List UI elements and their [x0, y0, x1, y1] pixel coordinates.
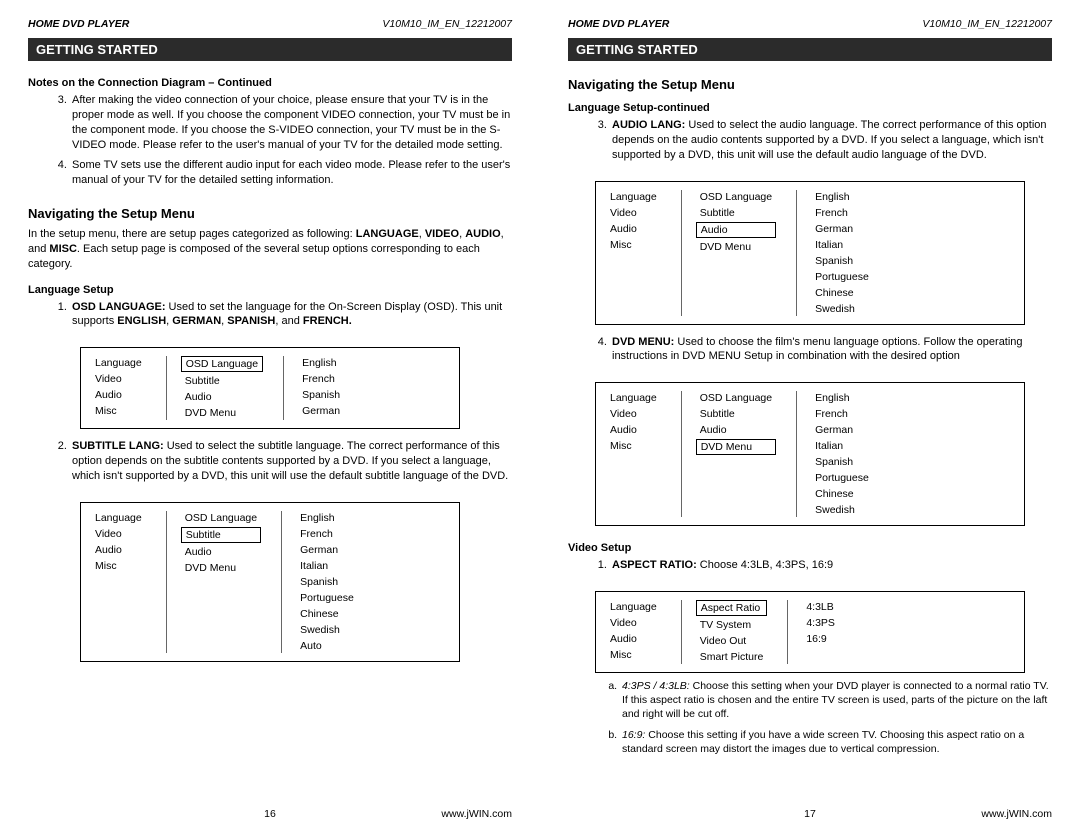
lang-cont-list: AUDIO LANG: Used to select the audio lan… — [610, 118, 1052, 169]
section-bar: GETTING STARTED — [568, 38, 1052, 61]
notes-heading: Notes on the Connection Diagram – Contin… — [28, 77, 512, 89]
header-left: HOME DVD PLAYER — [568, 18, 669, 30]
nav-para: In the setup menu, there are setup pages… — [28, 227, 512, 272]
header: HOME DVD PLAYER V10M10_IM_EN_12212007 — [28, 18, 512, 30]
footer-site: www.jWIN.com — [981, 808, 1052, 820]
diagram-dvdmenu: Language Video Audio Misc OSD Language S… — [595, 382, 1025, 526]
diagram-aspect: Language Video Audio Misc Aspect Ratio T… — [595, 591, 1025, 673]
header-left: HOME DVD PLAYER — [28, 18, 129, 30]
footer-site: www.jWIN.com — [441, 808, 512, 820]
subtitle-lang-item: SUBTITLE LANG: Used to select the subtit… — [70, 439, 512, 484]
aspect-169-note: 16:9: Choose this setting if you have a … — [620, 728, 1052, 756]
nav-heading: Navigating the Setup Menu — [28, 206, 512, 221]
lang-cont-list-2: DVD MENU: Used to choose the film's menu… — [610, 335, 1052, 371]
diagram-audio: Language Video Audio Misc OSD Language S… — [595, 181, 1025, 325]
note-3: After making the video connection of you… — [70, 93, 512, 152]
page-right: HOME DVD PLAYER V10M10_IM_EN_12212007 GE… — [540, 0, 1080, 834]
lang-setup-heading: Language Setup — [28, 284, 512, 296]
video-setup-heading: Video Setup — [568, 542, 1052, 554]
diag-col1: Language Video Audio Misc — [91, 356, 146, 420]
section-bar: GETTING STARTED — [28, 38, 512, 61]
dvd-menu-item: DVD MENU: Used to choose the film's menu… — [610, 335, 1052, 365]
nav-heading: Navigating the Setup Menu — [568, 77, 1052, 92]
video-setup-list: ASPECT RATIO: Choose 4:3LB, 4:3PS, 16:9 — [610, 558, 1052, 579]
lang-setup-list-2: SUBTITLE LANG: Used to select the subtit… — [70, 439, 512, 490]
lang-cont-heading: Language Setup-continued — [568, 102, 1052, 114]
header-right: V10M10_IM_EN_12212007 — [922, 18, 1052, 30]
footer: 17 www.jWIN.com — [568, 800, 1052, 820]
diagram-subtitle: Language Video Audio Misc OSD Language S… — [80, 502, 460, 662]
aspect-43-note: 4:3PS / 4:3LB: Choose this setting when … — [620, 679, 1052, 722]
header: HOME DVD PLAYER V10M10_IM_EN_12212007 — [568, 18, 1052, 30]
note-4: Some TV sets use the different audio inp… — [70, 158, 512, 188]
audio-lang-item: AUDIO LANG: Used to select the audio lan… — [610, 118, 1052, 163]
aspect-sublist: 4:3PS / 4:3LB: Choose this setting when … — [620, 679, 1052, 762]
osd-language-item: OSD LANGUAGE: Used to set the language f… — [70, 300, 512, 330]
diag-col2: OSD Language Subtitle Audio DVD Menu — [166, 356, 263, 420]
diagram-osd: Language Video Audio Misc OSD Language S… — [80, 347, 460, 429]
aspect-ratio-item: ASPECT RATIO: Choose 4:3LB, 4:3PS, 16:9 — [610, 558, 1052, 573]
diag-col3: English French Spanish German — [283, 356, 344, 420]
page-left: HOME DVD PLAYER V10M10_IM_EN_12212007 GE… — [0, 0, 540, 834]
footer: 16 www.jWIN.com — [28, 800, 512, 820]
lang-setup-list: OSD LANGUAGE: Used to set the language f… — [70, 300, 512, 336]
notes-list: After making the video connection of you… — [70, 93, 512, 194]
header-right: V10M10_IM_EN_12212007 — [382, 18, 512, 30]
